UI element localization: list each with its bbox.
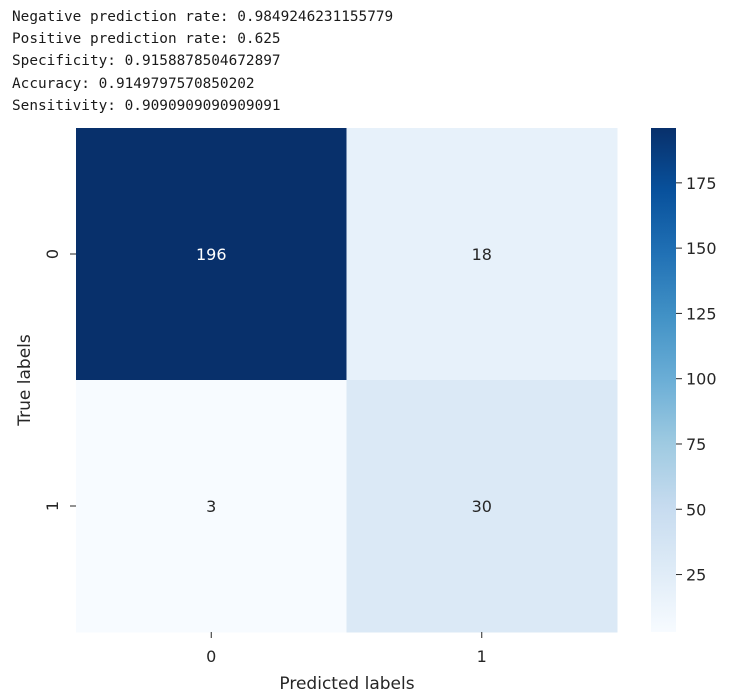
colorbar-tick-label: 50 [686,500,706,519]
cell-value-0-0: 196 [196,245,227,264]
output-text: Negative prediction rate: 0.984924623115… [12,6,393,117]
heatmap-cell-0-0 [76,128,347,381]
y-tick-label: 1 [43,501,62,511]
y-tick-label: 0 [43,249,62,259]
heatmap-cell-1-1 [346,380,618,633]
positive-prediction-rate-line: Positive prediction rate: 0.625 [12,31,281,48]
colorbar [651,128,676,632]
cell-value-0-1: 18 [472,245,492,264]
x-tick-label: 1 [477,647,487,666]
specificity-line: Specificity: 0.9158878504672897 [12,53,281,70]
colorbar-tick-label: 25 [686,566,706,585]
heatmap-cell-1-0 [76,380,347,633]
colorbar-tick-label: 150 [686,239,717,258]
cell-value-1-1: 30 [472,497,492,516]
colorbar-tick-label: 125 [686,304,717,323]
cell-value-1-0: 3 [206,497,216,516]
colorbar-tick-label: 175 [686,174,717,193]
y-axis-label: True labels [15,334,35,427]
x-axis-label: Predicted labels [279,674,414,691]
accuracy-line: Accuracy: 0.9149797570850202 [12,75,255,92]
heatmap-cell-0-1 [346,128,618,381]
x-tick-label: 0 [206,647,216,666]
colorbar-tick-label: 75 [686,435,706,454]
negative-prediction-rate-line: Negative prediction rate: 0.984924623115… [12,9,394,25]
colorbar-tick-label: 100 [686,370,717,389]
sensitivity-line: Sensitivity: 0.9090909090909091 [12,97,281,114]
